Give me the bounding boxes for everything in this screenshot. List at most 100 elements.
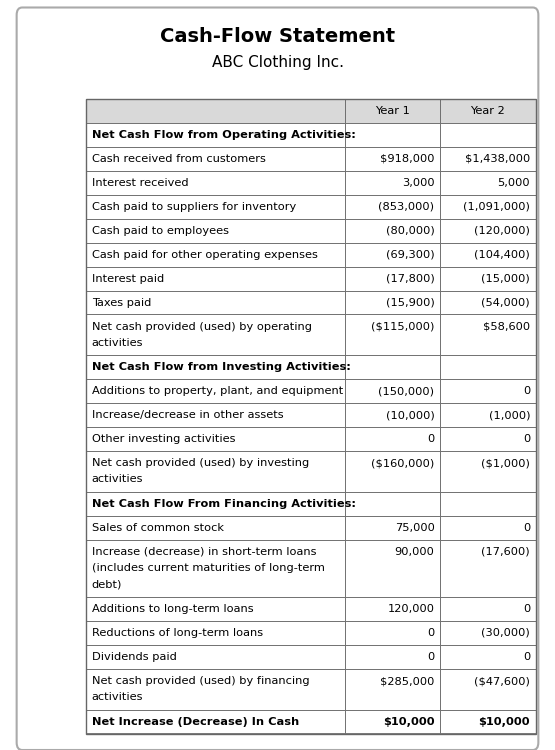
Bar — [86, 266, 345, 290]
Bar — [86, 243, 345, 266]
Bar — [440, 515, 536, 539]
Text: Net cash provided (used) by investing: Net cash provided (used) by investing — [92, 458, 309, 468]
Text: 0: 0 — [523, 523, 530, 532]
Bar — [345, 356, 440, 380]
Text: Sales of common stock: Sales of common stock — [92, 523, 224, 532]
Text: Year 2: Year 2 — [471, 106, 505, 116]
Bar — [440, 290, 536, 314]
Bar — [345, 451, 440, 492]
Bar — [345, 219, 440, 243]
Text: activities: activities — [92, 338, 143, 348]
Text: $285,000: $285,000 — [380, 676, 435, 686]
Bar — [86, 515, 345, 539]
Text: 0: 0 — [523, 434, 530, 444]
Text: (1,000): (1,000) — [488, 410, 530, 420]
Bar — [440, 243, 536, 266]
Bar — [440, 621, 536, 645]
Bar — [86, 403, 345, 427]
Bar — [440, 356, 536, 380]
Bar — [440, 645, 536, 669]
Text: (includes current maturities of long-term: (includes current maturities of long-ter… — [92, 563, 325, 573]
Text: Net Cash Flow from Operating Activities:: Net Cash Flow from Operating Activities: — [92, 130, 355, 140]
Text: $10,000: $10,000 — [383, 716, 435, 727]
Bar — [86, 314, 345, 356]
Bar — [345, 492, 440, 515]
Bar — [345, 403, 440, 427]
Text: Year 1: Year 1 — [375, 106, 410, 116]
Text: (80,000): (80,000) — [386, 226, 435, 236]
Bar — [86, 451, 345, 492]
Bar — [440, 539, 536, 597]
Text: Reductions of long-term loans: Reductions of long-term loans — [92, 628, 263, 638]
Bar — [345, 427, 440, 451]
Text: 3,000: 3,000 — [402, 178, 435, 188]
Bar — [86, 290, 345, 314]
Text: Net Cash Flow From Financing Activities:: Net Cash Flow From Financing Activities: — [92, 499, 356, 508]
Text: activities: activities — [92, 475, 143, 484]
Bar — [86, 356, 345, 380]
Bar — [345, 539, 440, 597]
Bar — [440, 427, 536, 451]
Text: 0: 0 — [427, 628, 435, 638]
Bar — [86, 195, 345, 219]
Text: 0: 0 — [427, 652, 435, 662]
Bar — [345, 195, 440, 219]
Bar — [86, 669, 345, 710]
Bar — [86, 171, 345, 195]
Bar — [345, 515, 440, 539]
Text: $10,000: $10,000 — [478, 716, 530, 727]
Bar — [440, 99, 536, 123]
Bar — [440, 403, 536, 427]
Text: Cash paid for other operating expenses: Cash paid for other operating expenses — [92, 250, 317, 259]
Bar — [345, 147, 440, 171]
Bar — [345, 597, 440, 621]
Bar — [345, 171, 440, 195]
Bar — [440, 219, 536, 243]
Text: Net cash provided (used) by financing: Net cash provided (used) by financing — [92, 676, 309, 686]
Text: 120,000: 120,000 — [387, 604, 435, 614]
Text: 75,000: 75,000 — [395, 523, 435, 532]
Text: Net Increase (Decrease) In Cash: Net Increase (Decrease) In Cash — [92, 716, 299, 727]
Bar — [345, 266, 440, 290]
Bar — [86, 492, 345, 515]
Text: Net Cash Flow from Investing Activities:: Net Cash Flow from Investing Activities: — [92, 362, 350, 372]
Bar — [86, 427, 345, 451]
Text: Increase/decrease in other assets: Increase/decrease in other assets — [92, 410, 283, 420]
Text: Dividends paid: Dividends paid — [92, 652, 176, 662]
Bar — [345, 123, 440, 147]
FancyBboxPatch shape — [17, 8, 538, 750]
Text: (853,000): (853,000) — [379, 202, 435, 211]
Text: Cash-Flow Statement: Cash-Flow Statement — [160, 26, 395, 46]
Text: Other investing activities: Other investing activities — [92, 434, 235, 444]
Bar — [86, 645, 345, 669]
Text: (150,000): (150,000) — [379, 386, 435, 396]
Bar — [440, 314, 536, 356]
Bar — [345, 290, 440, 314]
Bar — [345, 710, 440, 734]
Text: (69,300): (69,300) — [386, 250, 435, 259]
Text: (54,000): (54,000) — [481, 298, 530, 307]
Bar — [440, 492, 536, 515]
Text: 5,000: 5,000 — [497, 178, 530, 188]
Bar — [345, 99, 440, 123]
Text: Additions to long-term loans: Additions to long-term loans — [92, 604, 253, 614]
Bar — [86, 710, 345, 734]
Text: ($160,000): ($160,000) — [371, 458, 435, 468]
Text: Interest received: Interest received — [92, 178, 188, 188]
Text: (120,000): (120,000) — [474, 226, 530, 236]
Bar — [440, 669, 536, 710]
Text: ABC Clothing Inc.: ABC Clothing Inc. — [211, 56, 344, 70]
Text: activities: activities — [92, 692, 143, 702]
Text: 0: 0 — [523, 386, 530, 396]
Text: ($47,600): ($47,600) — [474, 676, 530, 686]
Bar — [345, 314, 440, 356]
Bar — [440, 171, 536, 195]
Text: debt): debt) — [92, 580, 122, 590]
Bar — [440, 710, 536, 734]
Bar — [86, 597, 345, 621]
Text: (17,800): (17,800) — [386, 274, 435, 284]
Bar — [86, 380, 345, 403]
Text: ($115,000): ($115,000) — [371, 322, 435, 332]
Bar — [345, 645, 440, 669]
Bar — [345, 669, 440, 710]
